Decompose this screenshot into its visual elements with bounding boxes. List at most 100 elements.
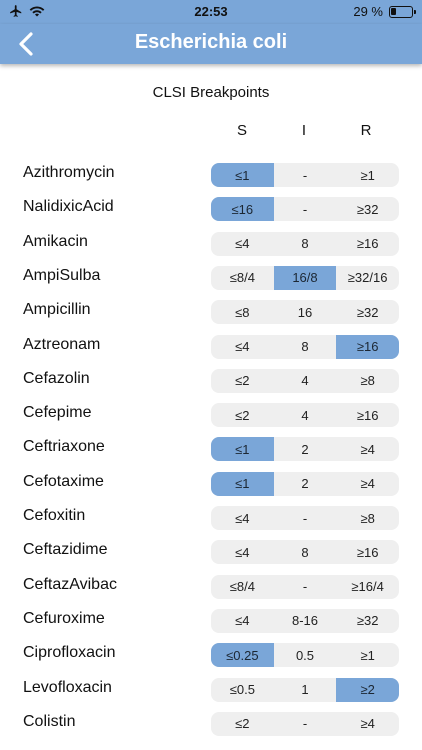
breakpoint-r: ≥16/4 [351,579,384,595]
breakpoint-r: ≥2 [336,677,399,702]
breakpoint-i: 4 [301,373,309,389]
breakpoint-r: ≥4 [360,441,375,457]
table-row[interactable]: Cefoxitin ≤4 - ≥8 [0,500,422,534]
table-row[interactable]: Amikacin ≤4 8 ≥16 [0,226,422,260]
breakpoint-r: ≥8 [360,510,375,526]
table-row[interactable]: Aztreonam ≤4 8 ≥16 [0,329,422,363]
chevron-left-icon [19,32,33,56]
breakpoint-s: ≤4 [235,339,250,354]
breakpoint-r: ≥32 [356,201,379,217]
breakpoint-s: ≤16 [211,197,274,222]
breakpoint-cells: ≤1 - ≥1 [211,163,399,187]
breakpoint-s: ≤1 [211,437,274,462]
breakpoint-s: ≤2 [235,407,250,423]
breakpoint-i: 1 [301,682,309,697]
breakpoint-r: ≥16 [356,544,379,560]
breakpoint-cells: ≤2 - ≥4 [211,711,399,736]
breakpoint-s: ≤4 [235,510,250,526]
table-row[interactable]: Colistin ≤2 - ≥4 [0,706,422,740]
battery-area: 29 % [353,4,416,19]
breakpoint-s: ≤1 [211,163,274,187]
page-title: Escherichia coli [134,31,288,53]
drug-name: Ampicillin [23,301,91,319]
breakpoint-s: ≤8/4 [229,270,255,286]
breakpoint-r: ≥16 [336,334,399,359]
breakpoint-r: ≥8 [360,373,375,389]
breakpoint-cells: ≤4 8 ≥16 [211,540,399,565]
breakpoint-i: 8-16 [291,613,318,629]
back-button[interactable] [12,28,40,60]
breakpoint-i: - [302,510,308,526]
breakpoint-cells: ≤4 - ≥8 [211,506,399,530]
breakpoint-s: ≤4 [235,544,250,560]
breakpoint-cells: ≤16 - ≥32 [211,197,399,222]
drug-name: Cefotaxime [23,472,104,490]
breakpoint-r: ≥1 [360,647,375,663]
drug-name: Aztreonam [23,335,101,353]
drug-name: Azithromycin [23,164,115,181]
table-row[interactable]: Cefuroxime ≤4 8-16 ≥32 [0,603,422,637]
breakpoint-cells: ≤2 4 ≥16 [211,403,399,428]
wifi-icon [29,5,45,16]
breakpoint-s: ≤0.25 [211,643,274,668]
airplane-icon [10,5,22,17]
breakpoint-r: ≥32/16 [347,270,388,286]
table-row[interactable]: CeftazAvibac ≤8/4 - ≥16/4 [0,569,422,603]
breakpoint-s: ≤1 [211,471,274,496]
breakpoint-s: ≤0.5 [229,682,255,697]
breakpoint-r: ≥4 [360,476,375,492]
drug-name: Cefazolin [23,369,90,387]
breakpoint-s: ≤8 [235,304,250,320]
breakpoint-cells: ≤2 4 ≥8 [211,368,399,393]
breakpoint-s: ≤2 [235,716,250,732]
table-row[interactable]: Azithromycin ≤1 - ≥1 [0,157,422,191]
breakpoint-cells: ≤8/4 - ≥16/4 [211,574,399,599]
drug-name: Ceftriaxone [23,438,105,456]
battery-icon [389,5,416,18]
drug-name: AmpiSulba [23,266,101,284]
breakpoint-r: ≥32 [356,613,379,629]
breakpoint-i: - [302,579,308,595]
breakpoint-i: 2 [301,476,309,492]
table-row[interactable]: Cefotaxime ≤1 2 ≥4 [0,466,422,500]
battery-percent: 29 % [353,4,383,19]
drug-name: Cefuroxime [23,609,105,627]
breakpoint-i: 16/8 [273,265,337,290]
table-row[interactable]: Cefazolin ≤2 4 ≥8 [0,363,422,397]
drug-name: Ceftazidime [23,541,108,559]
drug-name: Cefepime [23,404,92,422]
drug-name: Ciprofloxacin [23,644,116,662]
table-row[interactable]: Levofloxacin ≤0.5 1 ≥2 [0,672,422,706]
breakpoint-r: ≥1 [360,167,375,183]
table-row[interactable]: Ceftriaxone ≤1 2 ≥4 [0,431,422,465]
drug-name: Colistin [23,712,76,730]
status-time: 22:53 [194,4,228,19]
connectivity-icons [9,4,45,18]
breakpoint-cells: ≤0.5 1 ≥2 [211,677,399,702]
breakpoint-s: ≤2 [235,373,250,389]
breakpoint-i: 0.5 [295,647,315,663]
breakpoint-cells: ≤8 16 ≥32 [211,300,399,325]
drug-name: Cefoxitin [23,507,86,524]
breakpoint-cells: ≤4 8 ≥16 [211,231,399,256]
breakpoint-cells: ≤1 2 ≥4 [211,471,399,496]
table-row[interactable]: Ciprofloxacin ≤0.25 0.5 ≥1 [0,637,422,671]
breakpoint-s: ≤4 [235,613,250,629]
breakpoint-cells: ≤8/4 16/8 ≥32/16 [211,265,399,290]
table-row[interactable]: NalidixicAcid ≤16 - ≥32 [0,191,422,225]
breakpoint-cells: ≤4 8 ≥16 [211,334,399,359]
breakpoint-cells: ≤1 2 ≥4 [211,437,399,462]
breakpoint-cells: ≤0.25 0.5 ≥1 [211,643,399,668]
breakpoint-i: - [302,716,308,732]
table-row[interactable]: Ampicillin ≤8 16 ≥32 [0,294,422,328]
table-row[interactable]: Cefepime ≤2 4 ≥16 [0,397,422,431]
column-header-s: S [236,122,247,139]
breakpoint-r: ≥16 [356,236,379,252]
table-row[interactable]: Ceftazidime ≤4 8 ≥16 [0,534,422,568]
breakpoint-i: 8 [301,339,309,354]
breakpoint-i: 16 [297,304,313,320]
drug-name: Amikacin [23,232,88,250]
breakpoint-i: 4 [301,407,309,423]
table-row[interactable]: AmpiSulba ≤8/4 16/8 ≥32/16 [0,260,422,294]
breakpoint-i: - [302,201,308,217]
